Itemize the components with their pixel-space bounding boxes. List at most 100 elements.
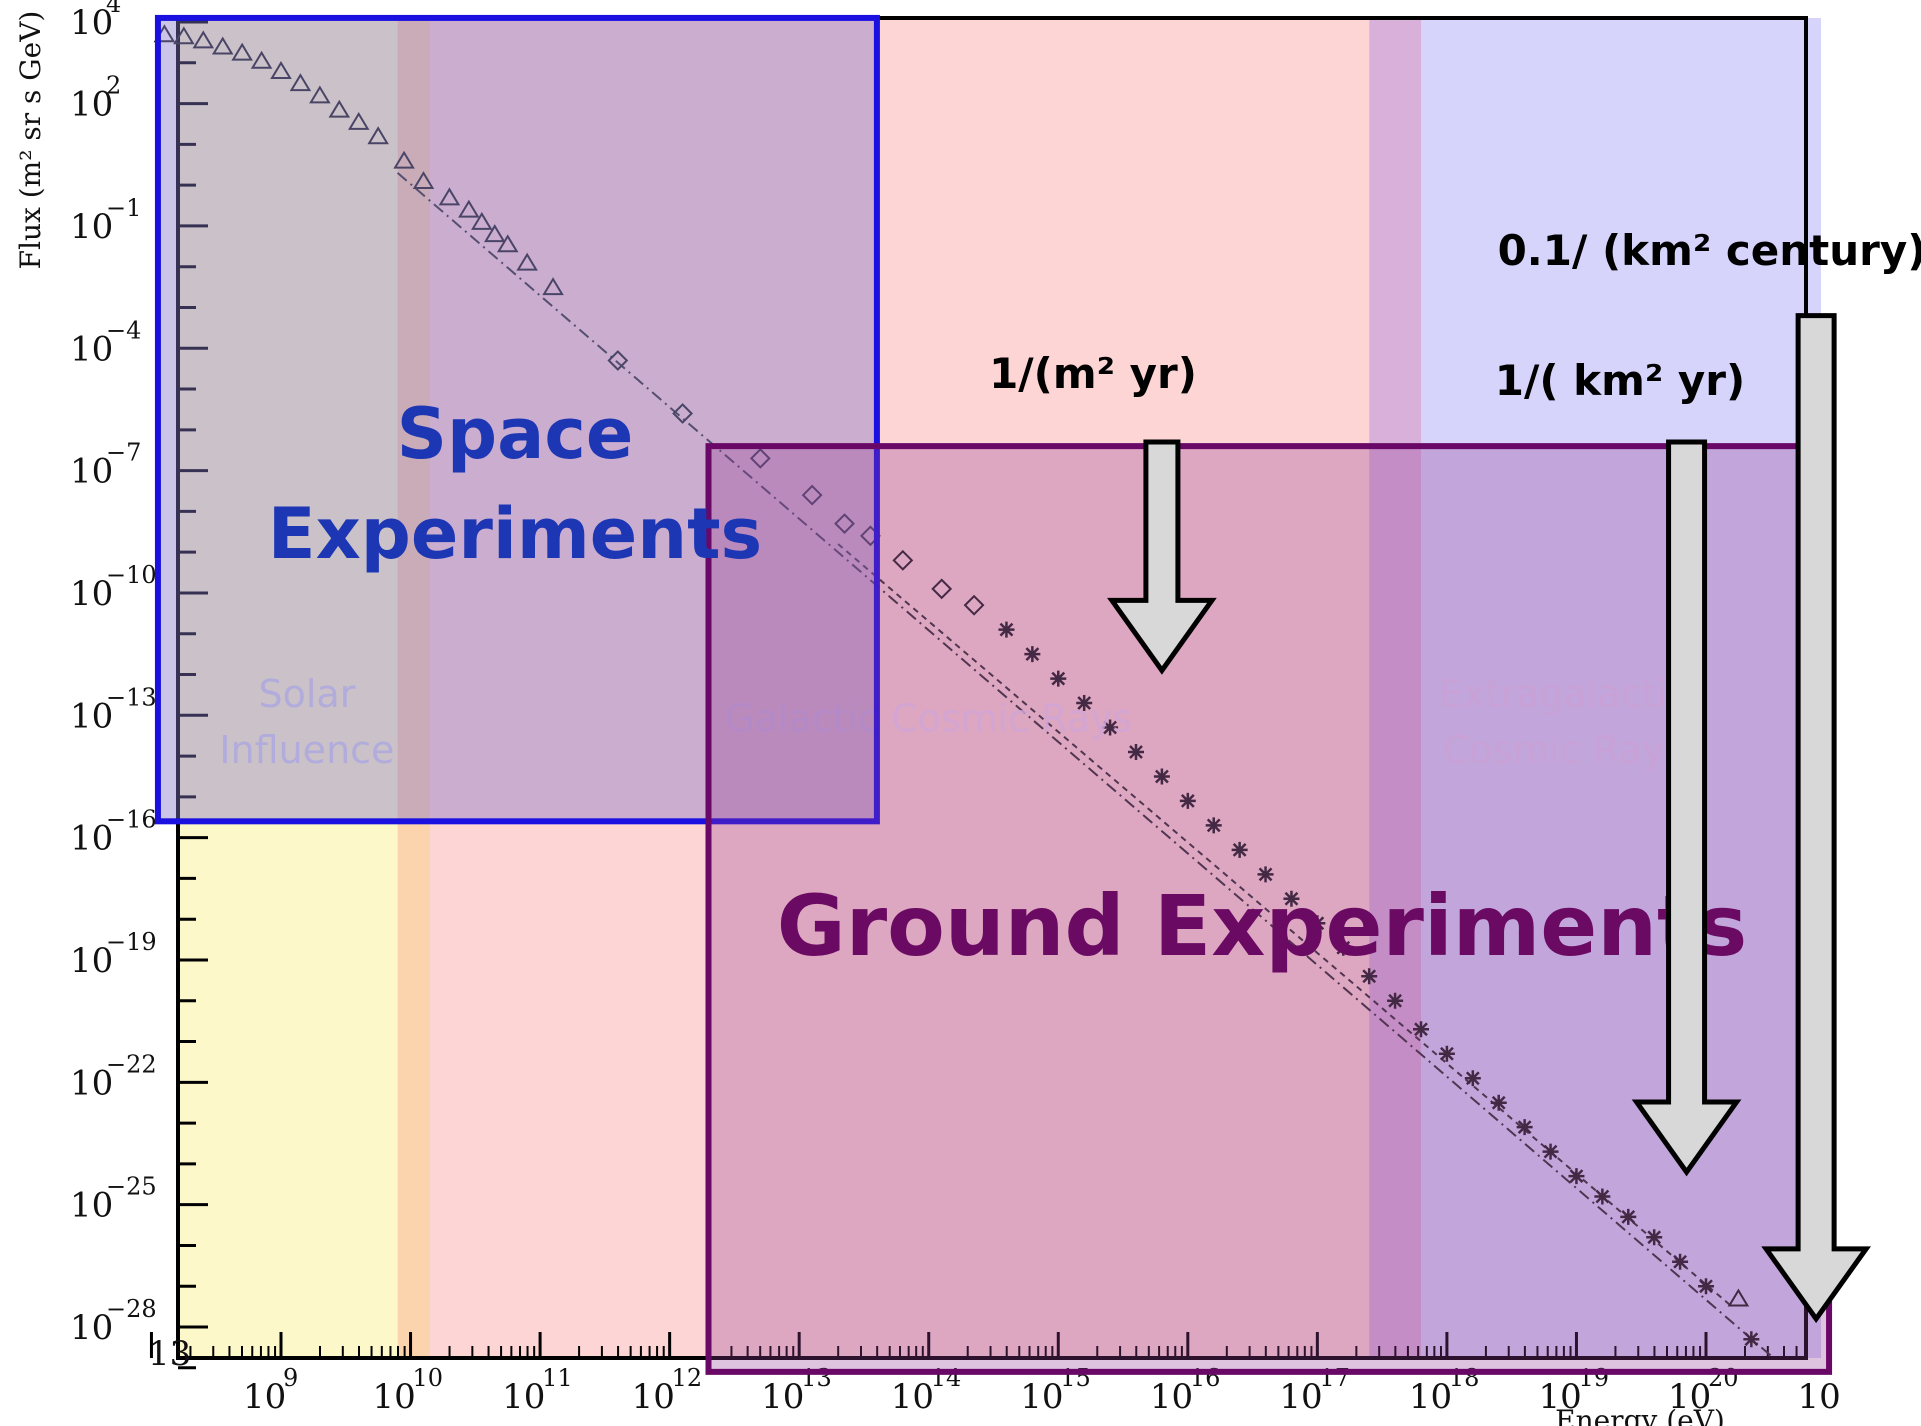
ground-experiments-label: Ground Experiments — [777, 877, 1747, 975]
x-tick-partial: 10 — [1798, 1377, 1841, 1417]
x-tick-exponent: 16 — [1190, 1364, 1221, 1392]
y-tick-exponent: −1 — [106, 194, 141, 222]
triangle-marker — [471, 211, 493, 230]
x-tick-base: 10 — [243, 1377, 286, 1417]
triangle-marker — [438, 187, 461, 206]
star-marker — [1361, 968, 1378, 985]
x-tick-base: 10 — [1409, 1377, 1452, 1417]
y-tick-label: 104 — [70, 0, 121, 43]
y-tick-label: 10−13 — [70, 683, 157, 736]
diamond-marker — [963, 594, 985, 616]
x-tick-base: 10 — [1279, 1377, 1322, 1417]
y-tick-base: 10 — [70, 452, 113, 492]
triangle-marker — [309, 85, 331, 104]
flux-rate-arrow-1 — [1107, 439, 1217, 675]
x-tick-exponent: 9 — [283, 1364, 298, 1392]
triangle-marker — [1727, 1288, 1750, 1307]
triangle-marker — [412, 171, 435, 190]
diamond-marker — [749, 447, 771, 469]
y-tick-base: 10 — [70, 207, 113, 247]
y-tick-base: 10 — [70, 696, 113, 736]
triangle-marker — [347, 111, 370, 130]
star-marker — [1153, 768, 1170, 785]
y-tick-base: 10 — [70, 1186, 113, 1226]
star-marker — [1283, 890, 1300, 907]
triangle-marker — [393, 150, 415, 169]
space-experiments-label-line2: Experiments — [268, 493, 762, 575]
y-tick-base: 10 — [70, 941, 113, 981]
star-marker — [1205, 817, 1222, 834]
triangle-marker — [458, 199, 480, 218]
triangle-marker — [289, 73, 312, 92]
region-band-4 — [1421, 18, 1821, 1358]
y-tick-exponent: 4 — [106, 0, 121, 18]
star-marker — [1594, 1188, 1611, 1205]
triangle-marker — [496, 234, 519, 253]
triangle-marker — [328, 99, 351, 118]
space-experiments-box — [154, 14, 880, 825]
y-tick-base: 10 — [70, 329, 113, 369]
star-marker — [1179, 792, 1196, 809]
flux-rate-arrow-3 — [1761, 313, 1871, 1324]
extragalactic-cosmic-rays-label: Cosmic Rays — [1443, 728, 1684, 772]
star-marker — [1413, 1021, 1429, 1038]
x-tick-exponent: 19 — [1578, 1364, 1609, 1392]
y-tick-label: 10−22 — [70, 1050, 157, 1103]
triangle-marker — [542, 277, 564, 296]
y-tick-exponent: −13 — [106, 683, 157, 711]
fit-line-dashed — [837, 543, 1733, 1308]
solar-influence-label: Solar — [258, 672, 355, 716]
star-marker — [1516, 1119, 1533, 1136]
extragalactic-cosmic-rays-label: Extragalactic — [1439, 672, 1688, 716]
star-marker — [1335, 939, 1352, 956]
star-marker — [1620, 1208, 1637, 1225]
star-marker — [1231, 841, 1248, 858]
x-tick-base: 10 — [1538, 1377, 1581, 1417]
region-band-0 — [178, 18, 398, 1358]
x-tick-exponent: 13 — [801, 1364, 832, 1392]
star-marker — [1438, 1045, 1455, 1062]
rate-label-km2-century: 0.1/ (km² century) — [1498, 226, 1921, 275]
flux-rate-arrow-2 — [1631, 439, 1742, 1177]
x-axis-title: Energy (eV) — [1555, 1404, 1725, 1426]
x-tick-exponent: 14 — [931, 1364, 962, 1392]
y-tick-label: 10−4 — [70, 316, 141, 369]
diamond-marker — [607, 350, 629, 371]
star-marker — [1672, 1253, 1689, 1270]
x-tick-base: 10 — [761, 1377, 804, 1417]
y-tick-label: 10−28 — [70, 1295, 157, 1348]
y-tick-exponent: −28 — [106, 1295, 157, 1323]
y-tick-exponent: −4 — [106, 316, 141, 344]
y-tick-label: 10−25 — [70, 1173, 157, 1226]
star-marker — [1464, 1070, 1481, 1087]
star-marker — [1542, 1143, 1559, 1160]
triangle-marker — [270, 60, 292, 79]
star-marker — [1646, 1229, 1663, 1246]
triangle-marker — [483, 224, 506, 243]
y-tick-label: 102 — [70, 72, 121, 125]
x-tick-label: 109 — [243, 1364, 298, 1417]
solar-influence-label: Influence — [219, 728, 394, 772]
space-experiments-label-line1: Space — [397, 393, 634, 475]
diamond-marker — [892, 549, 914, 571]
x-tick-exponent: 10 — [413, 1364, 444, 1392]
page-number: 13 — [148, 1334, 191, 1374]
x-tick-base: 10 — [1668, 1377, 1711, 1417]
triangle-marker — [173, 26, 195, 45]
x-tick-base: 10 — [373, 1377, 416, 1417]
y-tick-base: 10 — [70, 574, 113, 614]
star-marker — [1743, 1331, 1760, 1348]
rate-label-m2-yr: 1/(m² yr) — [989, 349, 1197, 398]
x-tick-base: 10 — [1150, 1377, 1193, 1417]
y-tick-exponent: −16 — [106, 806, 157, 834]
ground-experiments-box — [705, 443, 1833, 1375]
y-tick-base: 10 — [70, 1063, 113, 1103]
triangle-marker — [192, 30, 215, 49]
